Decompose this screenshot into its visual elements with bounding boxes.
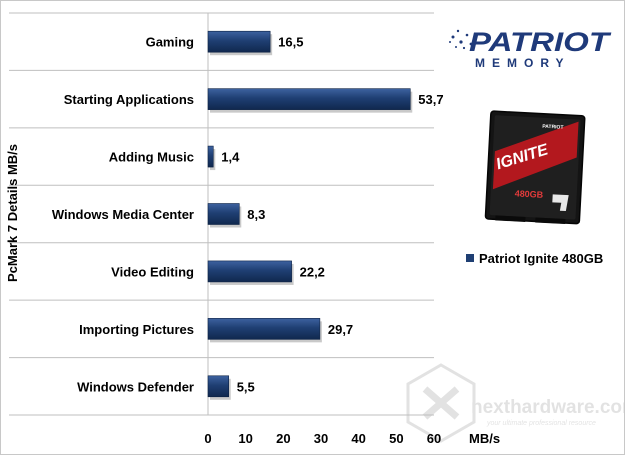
watermark-name: nexthardware.com bbox=[471, 397, 624, 418]
value-labels: 16,5 53,7 1,4 8,3 22,2 29,7 5,5 bbox=[221, 35, 443, 395]
legend-label: Patriot Ignite 480GB bbox=[479, 251, 603, 266]
logo-wordmark: PATRIOT bbox=[469, 27, 612, 57]
ssd-capacity-text: 480GB bbox=[514, 188, 544, 200]
logo-subtitle: MEMORY bbox=[475, 56, 571, 70]
x-axis-title: MB/s bbox=[469, 431, 500, 446]
bar bbox=[207, 30, 271, 53]
logo-stars-icon bbox=[449, 29, 473, 50]
bar bbox=[207, 375, 230, 398]
bar bbox=[207, 203, 240, 225]
bars bbox=[207, 30, 413, 400]
grid bbox=[9, 12, 434, 416]
x-tick-label: 0 bbox=[204, 431, 211, 446]
data-label: 16,5 bbox=[278, 35, 303, 50]
x-tick-label: 50 bbox=[389, 431, 403, 446]
x-tick-labels: 0 10 20 30 40 50 60 bbox=[204, 431, 441, 446]
watermark-emblem bbox=[406, 363, 476, 443]
data-label: 29,7 bbox=[328, 322, 353, 337]
x-tick-label: 20 bbox=[276, 431, 290, 446]
category-label: Adding Music bbox=[109, 150, 194, 165]
category-label: Importing Pictures bbox=[79, 322, 194, 337]
watermark: nexthardware.com your ultimate professio… bbox=[406, 363, 624, 443]
data-label: 1,4 bbox=[221, 150, 240, 165]
y-axis-title: PcMark 7 Details MB/s bbox=[5, 144, 20, 282]
category-label: Gaming bbox=[146, 35, 194, 50]
x-tick-label: 60 bbox=[427, 431, 441, 446]
data-label: 5,5 bbox=[237, 379, 255, 394]
legend: Patriot Ignite 480GB bbox=[466, 251, 603, 266]
ssd-product-image: IGNITE PATRIOT 480GB bbox=[484, 110, 586, 225]
data-label: 22,2 bbox=[300, 264, 325, 279]
category-label: Windows Defender bbox=[77, 379, 194, 394]
bar bbox=[207, 88, 411, 110]
category-label: Windows Media Center bbox=[52, 207, 194, 222]
category-label: Video Editing bbox=[111, 264, 194, 279]
patriot-logo: PATRIOT MEMORY bbox=[449, 27, 612, 70]
bar bbox=[207, 260, 292, 283]
bar bbox=[207, 145, 214, 168]
data-label: 53,7 bbox=[418, 92, 443, 107]
x-tick-label: 10 bbox=[238, 431, 252, 446]
ssd-maker-text: PATRIOT bbox=[542, 124, 563, 131]
bar bbox=[207, 318, 321, 340]
watermark-tagline: your ultimate professional resource bbox=[486, 420, 596, 427]
x-tick-label: 40 bbox=[351, 431, 365, 446]
x-tick-label: 30 bbox=[314, 431, 328, 446]
category-labels: Gaming Starting Applications Adding Music W… bbox=[52, 35, 194, 395]
data-label: 8,3 bbox=[247, 207, 265, 222]
legend-swatch bbox=[466, 254, 474, 262]
category-label: Starting Applications bbox=[64, 92, 194, 107]
